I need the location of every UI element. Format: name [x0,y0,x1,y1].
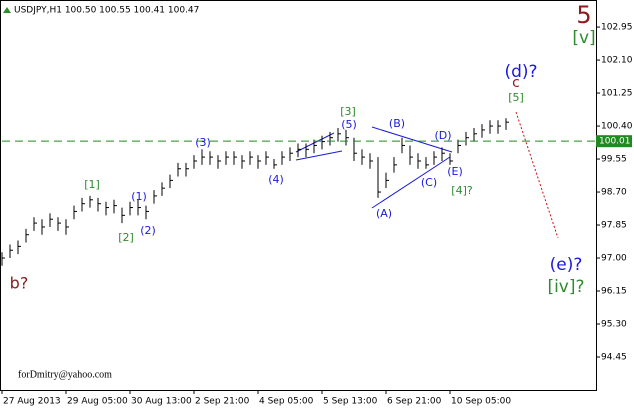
annotation: c [512,75,520,91]
x-tick-label: 29 Aug 05:00 [67,397,128,407]
x-tick-label: 5 Sep 13:00 [323,397,378,407]
annotation: [1] [84,178,100,191]
annotation: (B) [389,117,405,130]
y-tick-label: 97.00 [601,254,627,264]
annotation: (E) [447,165,463,178]
annotation: [3] [340,105,356,118]
plot-frame [0,0,597,391]
y-tick-label: 102.95 [601,23,633,33]
annotation: (A) [376,207,392,220]
annotation: [4]? [451,184,473,197]
annotation: b? [10,274,29,293]
annotation: [iv]? [547,277,584,297]
y-tick-label: 98.70 [601,188,627,198]
annotation: (4) [268,173,284,186]
annotation: (e)? [550,255,583,275]
annotation: [v] [572,28,595,48]
x-tick-label: 10 Sep 05:00 [451,397,511,407]
price-box [596,135,632,148]
annotation: [2] [118,231,134,244]
x-tick-label: 30 Aug 13:00 [131,397,192,407]
trendline [295,150,343,161]
annotation: (d)? [504,62,537,82]
price-label: 100.01 [599,137,631,147]
trendline [295,132,335,153]
y-tick-label: 101.25 [601,89,633,99]
y-tick-label: 94.45 [601,353,627,363]
y-tick-label: 102.10 [601,56,633,66]
trendline [371,156,451,209]
y-tick-label: 95.30 [601,320,627,330]
y-tick-label: 97.85 [601,221,627,231]
annotation: [5] [508,91,524,104]
y-tick-label: 96.15 [601,287,627,297]
annotation: (1) [131,190,147,203]
annotation: (5) [341,118,357,131]
annotation: (3) [195,136,211,149]
x-tick-label: 6 Sep 21:00 [387,397,442,407]
annotation: (2) [140,224,156,237]
chart-title: USDJPY,H1 100.50 100.55 100.41 100.47 [14,6,199,16]
y-tick-label: 99.55 [601,155,627,165]
y-tick-label: 100.40 [601,122,633,132]
annotation: (D) [434,129,451,142]
annotation: forDmitry@yahoo.com [18,369,112,380]
x-tick-label: 4 Sep 05:00 [259,397,314,407]
annotation: 5 [576,1,591,29]
symbol-icon [3,7,11,13]
x-tick-label: 2 Sep 21:00 [195,397,250,407]
annotation: (C) [421,176,437,189]
trendline [371,126,453,153]
trendlines [295,126,453,209]
x-tick-label: 27 Aug 2013 [3,397,61,407]
